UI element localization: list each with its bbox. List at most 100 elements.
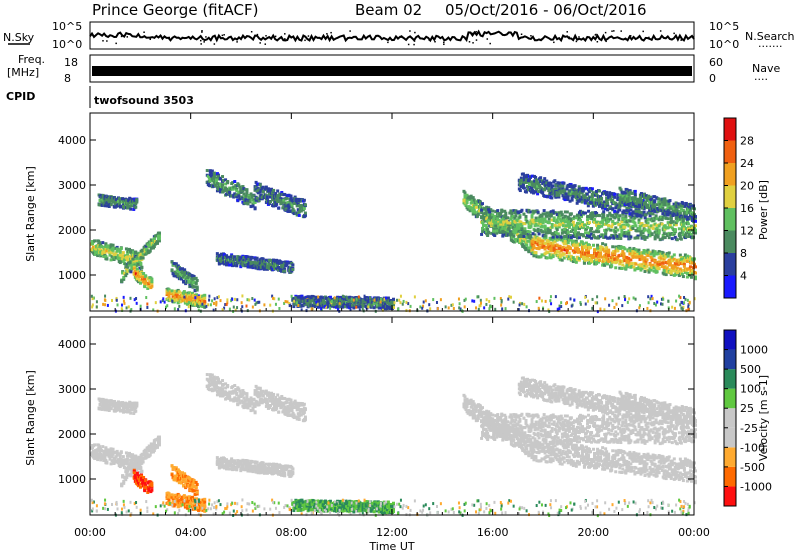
power-cell (261, 185, 265, 189)
power-cell (618, 208, 622, 212)
nsky-tick-bottom: 10^0 (52, 38, 82, 51)
power-cell (187, 293, 191, 297)
power-cell (289, 197, 293, 201)
power-cell (550, 246, 554, 250)
freq-tick-bottom: 8 (64, 72, 71, 85)
power-cell (616, 236, 620, 240)
power-cell (300, 294, 304, 298)
power-cell (524, 190, 528, 194)
power-cell (504, 214, 508, 218)
power-cell (560, 248, 564, 252)
power-cell (235, 193, 239, 197)
power-cell (615, 213, 619, 217)
power-cell (534, 189, 538, 193)
power-cell (625, 194, 629, 198)
power-cell (585, 235, 589, 239)
power-cell (649, 206, 653, 210)
nsearch-dot (256, 33, 259, 36)
nsearch-dot (265, 35, 267, 37)
power-cell (382, 299, 386, 303)
power-cell (643, 265, 647, 269)
power-cell (215, 189, 219, 193)
power-cell (214, 176, 218, 180)
power-cell (670, 255, 674, 259)
power-cell (596, 248, 600, 252)
nsky-line (89, 29, 695, 43)
power-cell (311, 303, 315, 307)
power-cell (662, 272, 666, 276)
power-cell (481, 227, 485, 231)
power-cell (235, 195, 239, 199)
power-cell (588, 200, 592, 204)
power-cell (657, 267, 661, 271)
power-cell (125, 255, 129, 259)
power-cell (117, 197, 121, 201)
power-cell (663, 197, 667, 201)
power-cell (643, 216, 647, 220)
power-cell (595, 262, 599, 266)
power-cell (542, 244, 546, 248)
nsearch-dot (201, 30, 203, 32)
power-cell (577, 216, 581, 220)
power-cell (183, 273, 187, 277)
power-cell (288, 204, 292, 208)
power-cell (579, 255, 583, 259)
power-cell (647, 194, 651, 198)
power-cell (126, 203, 130, 207)
power-cell (105, 257, 109, 261)
power-cell (183, 268, 187, 272)
nsearch-dot (126, 36, 129, 38)
power-cell (636, 234, 640, 238)
power-cell (591, 204, 595, 208)
power-cell (543, 234, 547, 238)
power-cell (113, 253, 117, 257)
power-cell (545, 214, 549, 218)
power-cell (241, 261, 245, 265)
power-cell (303, 214, 307, 218)
power-cell (251, 202, 255, 206)
power-cell (195, 286, 199, 290)
power-cell (224, 178, 228, 182)
power-cell (473, 212, 477, 216)
power-cell (290, 205, 294, 209)
power-cell (609, 228, 613, 232)
power-cell (554, 187, 558, 191)
power-cell (638, 224, 642, 228)
power-cell (566, 230, 570, 234)
power-cell (618, 205, 622, 209)
power-cell (555, 243, 559, 247)
power-cell (616, 234, 620, 238)
power-cell (487, 213, 491, 217)
power-cell (566, 183, 570, 187)
power-cell (543, 177, 547, 181)
power-cell (292, 305, 296, 309)
power-cell (230, 259, 234, 263)
power-cell (103, 204, 107, 208)
power-cell (478, 205, 482, 209)
power-cell (534, 238, 538, 242)
power-cell (623, 255, 627, 259)
power-cell (546, 229, 550, 233)
power-cell (616, 228, 620, 232)
power-cell (240, 195, 244, 199)
power-cell (183, 301, 187, 305)
power-cell (549, 210, 553, 214)
nsearch-dot (201, 31, 203, 33)
power-cell (632, 210, 636, 214)
nsearch-dot (284, 33, 286, 35)
power-cell (469, 194, 473, 198)
nsearch-dot (434, 40, 436, 43)
power-cell (267, 192, 271, 196)
nsky-tick-top: 10^5 (52, 20, 82, 33)
power-cell (541, 191, 545, 195)
nsearch-tick-bottom: 10^0 (709, 38, 739, 51)
power-cell (633, 268, 637, 272)
power-cell (689, 275, 693, 279)
power-cell (517, 211, 521, 215)
power-cell (649, 268, 653, 272)
power-cell (648, 262, 652, 266)
power-cell (538, 184, 542, 188)
power-cell (100, 200, 104, 204)
power-cell (191, 285, 195, 289)
power-cell (650, 197, 654, 201)
